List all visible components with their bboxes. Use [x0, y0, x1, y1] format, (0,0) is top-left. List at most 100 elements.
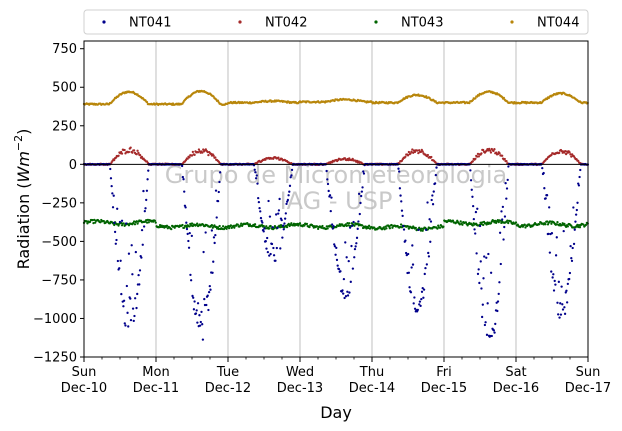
point-NT041 — [132, 319, 135, 323]
point-NT041 — [187, 246, 191, 249]
point-NT041 — [131, 307, 135, 310]
point-NT043 — [414, 226, 417, 230]
point-NT041 — [124, 324, 127, 327]
point-NT041 — [204, 231, 207, 234]
point-NT043 — [499, 219, 502, 222]
point-NT041 — [501, 218, 504, 221]
point-NT041 — [211, 271, 214, 274]
point-NT043 — [228, 226, 231, 230]
point-NT041 — [496, 309, 499, 313]
point-NT041 — [427, 251, 430, 255]
point-NT041 — [542, 171, 545, 175]
data-points — [82, 89, 590, 341]
point-NT043 — [217, 227, 220, 231]
point-NT043 — [566, 225, 569, 228]
point-NT041 — [127, 325, 130, 328]
point-NT041 — [570, 257, 573, 260]
point-NT043 — [135, 220, 138, 223]
point-NT041 — [571, 246, 574, 250]
point-NT041 — [205, 303, 208, 307]
point-NT043 — [232, 224, 235, 228]
point-NT041 — [116, 259, 120, 263]
x-axis-title: Day — [320, 403, 352, 422]
point-NT041 — [422, 288, 426, 291]
point-NT041 — [264, 240, 267, 243]
point-NT041 — [114, 242, 117, 245]
point-NT041 — [477, 268, 480, 271]
point-NT041 — [145, 198, 148, 202]
point-NT041 — [120, 292, 123, 296]
point-NT043 — [113, 223, 116, 227]
point-NT042 — [113, 158, 116, 162]
point-NT043 — [227, 225, 230, 228]
point-NT041 — [401, 214, 404, 217]
point-NT041 — [115, 238, 118, 242]
point-NT041 — [427, 255, 431, 258]
point-NT044 — [474, 97, 477, 100]
point-NT041 — [475, 252, 478, 255]
point-NT043 — [494, 219, 497, 223]
point-NT043 — [229, 224, 233, 227]
point-NT042 — [193, 153, 196, 156]
point-NT041 — [181, 175, 184, 179]
y-axis-title-close: ) — [14, 129, 33, 135]
point-NT041 — [109, 167, 112, 171]
point-NT041 — [358, 212, 361, 216]
point-NT041 — [335, 258, 339, 262]
point-NT041 — [544, 197, 547, 200]
point-NT042 — [496, 152, 500, 156]
point-NT041 — [112, 194, 115, 197]
point-NT041 — [409, 291, 413, 294]
point-NT041 — [334, 253, 337, 256]
point-NT041 — [434, 173, 437, 177]
point-NT042 — [347, 158, 350, 162]
point-NT041 — [408, 286, 411, 289]
point-NT042 — [569, 153, 572, 156]
point-NT041 — [577, 182, 580, 185]
point-NT043 — [136, 222, 139, 225]
point-NT043 — [173, 226, 176, 229]
point-NT041 — [272, 246, 275, 250]
point-NT041 — [504, 182, 507, 185]
point-NT041 — [192, 308, 196, 311]
point-NT043 — [218, 224, 221, 228]
point-NT041 — [561, 303, 564, 306]
point-NT042 — [202, 148, 205, 151]
point-NT041 — [258, 207, 261, 210]
point-NT041 — [503, 225, 506, 229]
point-NT041 — [188, 231, 191, 235]
point-NT041 — [413, 296, 416, 299]
point-NT041 — [430, 198, 433, 202]
point-NT043 — [577, 225, 580, 229]
point-NT043 — [85, 220, 88, 223]
point-NT043 — [88, 220, 92, 224]
point-NT041 — [557, 313, 560, 316]
point-NT043 — [221, 227, 224, 231]
point-NT041 — [556, 301, 559, 304]
point-NT043 — [373, 226, 376, 229]
point-NT041 — [219, 171, 222, 174]
legend-marker-NT042 — [238, 20, 242, 24]
point-NT041 — [185, 221, 188, 224]
point-NT041 — [557, 280, 560, 283]
point-NT041 — [501, 205, 505, 208]
point-NT041 — [431, 194, 434, 197]
point-NT041 — [418, 300, 422, 303]
point-NT041 — [397, 167, 400, 170]
point-NT041 — [565, 289, 568, 292]
point-NT041 — [266, 251, 270, 254]
point-NT041 — [341, 289, 344, 292]
point-NT041 — [259, 216, 263, 220]
point-NT041 — [268, 215, 272, 218]
point-NT041 — [554, 283, 557, 286]
y-axis-title-exp: −2 — [12, 135, 25, 151]
point-NT041 — [275, 246, 278, 250]
point-NT043 — [325, 225, 328, 228]
point-NT041 — [185, 227, 189, 231]
y-axis-title: Radiation (Wm−2) — [12, 129, 33, 270]
point-NT043 — [183, 226, 186, 229]
point-NT041 — [353, 256, 356, 259]
point-NT043 — [153, 219, 157, 222]
x-tick-day-5: Fri — [436, 365, 452, 380]
point-NT041 — [268, 254, 271, 257]
